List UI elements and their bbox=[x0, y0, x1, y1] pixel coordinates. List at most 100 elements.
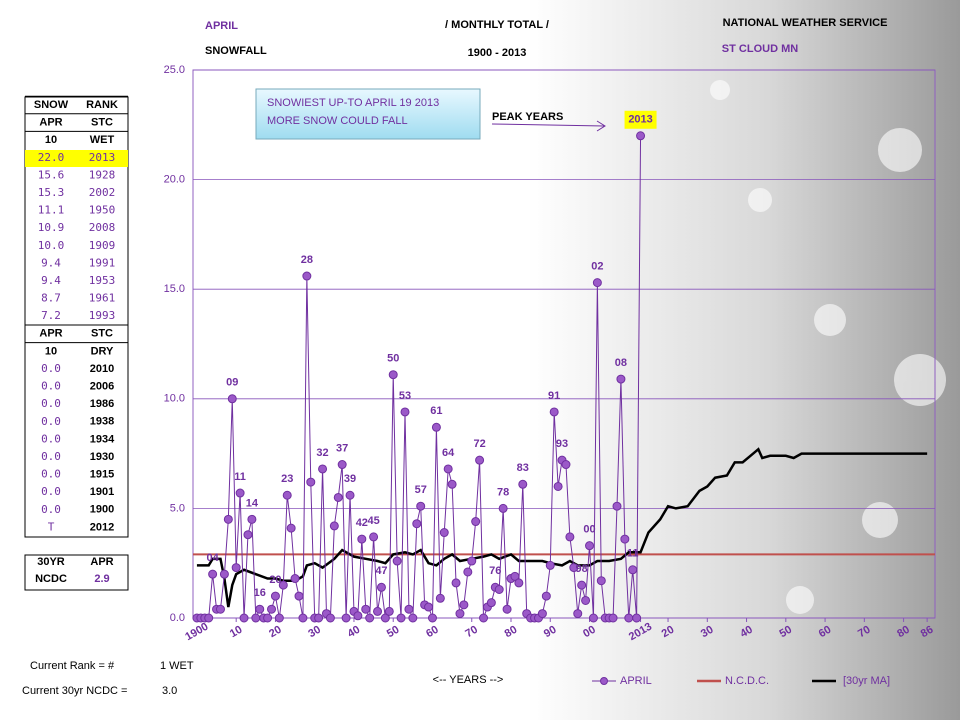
sidebar-cell: SNOW bbox=[34, 99, 69, 111]
sidebar-cell: 0.0 bbox=[41, 397, 61, 410]
data-point bbox=[208, 569, 218, 579]
data-point bbox=[514, 578, 524, 588]
data-point bbox=[565, 532, 575, 542]
data-point bbox=[475, 455, 485, 465]
x-tick-label: 00 bbox=[581, 624, 598, 641]
point-label: 47 bbox=[375, 565, 387, 577]
point-label: 50 bbox=[387, 353, 399, 365]
data-point bbox=[384, 606, 394, 616]
point-label: 98 bbox=[576, 563, 588, 575]
data-point bbox=[345, 490, 355, 500]
sidebar-cell: 1934 bbox=[90, 433, 115, 445]
data-point bbox=[467, 556, 477, 566]
data-point bbox=[369, 532, 379, 542]
data-point bbox=[325, 613, 335, 623]
sidebar-cell: 1915 bbox=[90, 469, 114, 481]
sidebar-cell: 1993 bbox=[89, 309, 116, 322]
data-point bbox=[471, 517, 481, 527]
x-tick-label: 60 bbox=[424, 624, 441, 641]
label-highlight bbox=[624, 110, 657, 129]
sidebar-cell: 15.3 bbox=[38, 186, 65, 199]
sidebar-cell: STC bbox=[91, 117, 113, 129]
point-label: 04 bbox=[207, 552, 220, 564]
data-point bbox=[435, 593, 445, 603]
point-label: 93 bbox=[556, 438, 568, 450]
point-label: 2013 bbox=[628, 114, 652, 126]
sidebar-cell: 10.0 bbox=[38, 239, 65, 252]
data-point bbox=[223, 514, 233, 524]
data-point bbox=[424, 602, 434, 612]
point-label: 83 bbox=[517, 462, 529, 474]
data-point bbox=[628, 565, 638, 575]
point-label: 76 bbox=[489, 565, 501, 577]
data-point bbox=[239, 613, 249, 623]
data-point bbox=[612, 501, 622, 511]
sidebar-cell: 1938 bbox=[90, 416, 114, 428]
rank-label: Current Rank = # bbox=[30, 660, 115, 672]
normal-box-text: APR bbox=[90, 556, 113, 568]
left-subtitle: SNOWFALL bbox=[205, 45, 267, 57]
sidebar-cell: 0.0 bbox=[41, 485, 61, 498]
sidebar-cell: 1928 bbox=[89, 168, 116, 181]
data-point bbox=[549, 407, 559, 417]
peak-label: PEAK YEARS bbox=[492, 111, 563, 123]
normal-box-text: NCDC bbox=[35, 573, 67, 585]
data-point bbox=[227, 394, 237, 404]
ncdc-value: 3.0 bbox=[162, 685, 177, 697]
y-tick-label: 25.0 bbox=[164, 64, 185, 76]
sidebar-cell: 0.0 bbox=[41, 415, 61, 428]
y-tick-label: 10.0 bbox=[164, 393, 185, 405]
point-label: 28 bbox=[301, 254, 313, 266]
x-tick-label: 50 bbox=[777, 624, 794, 641]
data-point bbox=[443, 464, 453, 474]
x-tick-label: 30 bbox=[699, 624, 716, 641]
annotation-box bbox=[255, 88, 481, 140]
sidebar bbox=[24, 96, 129, 538]
point-label: 42 bbox=[356, 517, 368, 529]
point-label: 57 bbox=[415, 484, 427, 496]
x-tick-label: 70 bbox=[463, 624, 480, 641]
data-point bbox=[561, 460, 571, 470]
sidebar-cell: 1961 bbox=[89, 292, 116, 305]
center-title: / MONTHLY TOTAL / bbox=[445, 19, 549, 31]
data-point bbox=[577, 580, 587, 590]
x-tick-label: 30 bbox=[306, 624, 323, 641]
data-point bbox=[620, 534, 630, 544]
data-point bbox=[204, 613, 214, 623]
sidebar-cell: 1900 bbox=[90, 504, 114, 516]
data-point bbox=[388, 370, 398, 380]
data-point bbox=[581, 595, 591, 605]
data-point bbox=[427, 613, 437, 623]
data-point bbox=[267, 604, 277, 614]
x-tick-label: 50 bbox=[385, 624, 402, 641]
x-tick-label: 20 bbox=[660, 624, 677, 641]
point-label: 16 bbox=[254, 587, 266, 599]
data-point bbox=[439, 528, 449, 538]
data-point bbox=[592, 278, 602, 288]
data-point bbox=[486, 598, 496, 608]
ncdc-label: Current 30yr NCDC = bbox=[22, 685, 127, 697]
x-tick-label: 10 bbox=[228, 624, 245, 641]
data-point bbox=[380, 613, 390, 623]
data-point bbox=[400, 407, 410, 417]
data-point bbox=[282, 490, 292, 500]
y-tick-label: 5.0 bbox=[170, 502, 185, 514]
x-tick-label: 40 bbox=[346, 624, 363, 641]
data-point bbox=[624, 613, 634, 623]
x-tick-label: 90 bbox=[542, 624, 559, 641]
data-point bbox=[255, 604, 265, 614]
data-point bbox=[553, 481, 563, 491]
data-point bbox=[298, 613, 308, 623]
sidebar-cell: 1901 bbox=[90, 486, 114, 498]
data-point bbox=[518, 479, 528, 489]
data-point bbox=[596, 576, 606, 586]
data-point bbox=[302, 271, 312, 281]
sidebar-cell: 1953 bbox=[89, 274, 116, 287]
data-point bbox=[569, 563, 579, 573]
point-label: 11 bbox=[627, 548, 639, 560]
right-subtitle: ST CLOUD MN bbox=[722, 43, 798, 55]
data-point bbox=[573, 609, 583, 619]
sidebar-cell: 15.6 bbox=[38, 168, 65, 181]
legend-label: N.C.D.C. bbox=[725, 675, 769, 687]
sidebar-cell: DRY bbox=[91, 345, 114, 357]
